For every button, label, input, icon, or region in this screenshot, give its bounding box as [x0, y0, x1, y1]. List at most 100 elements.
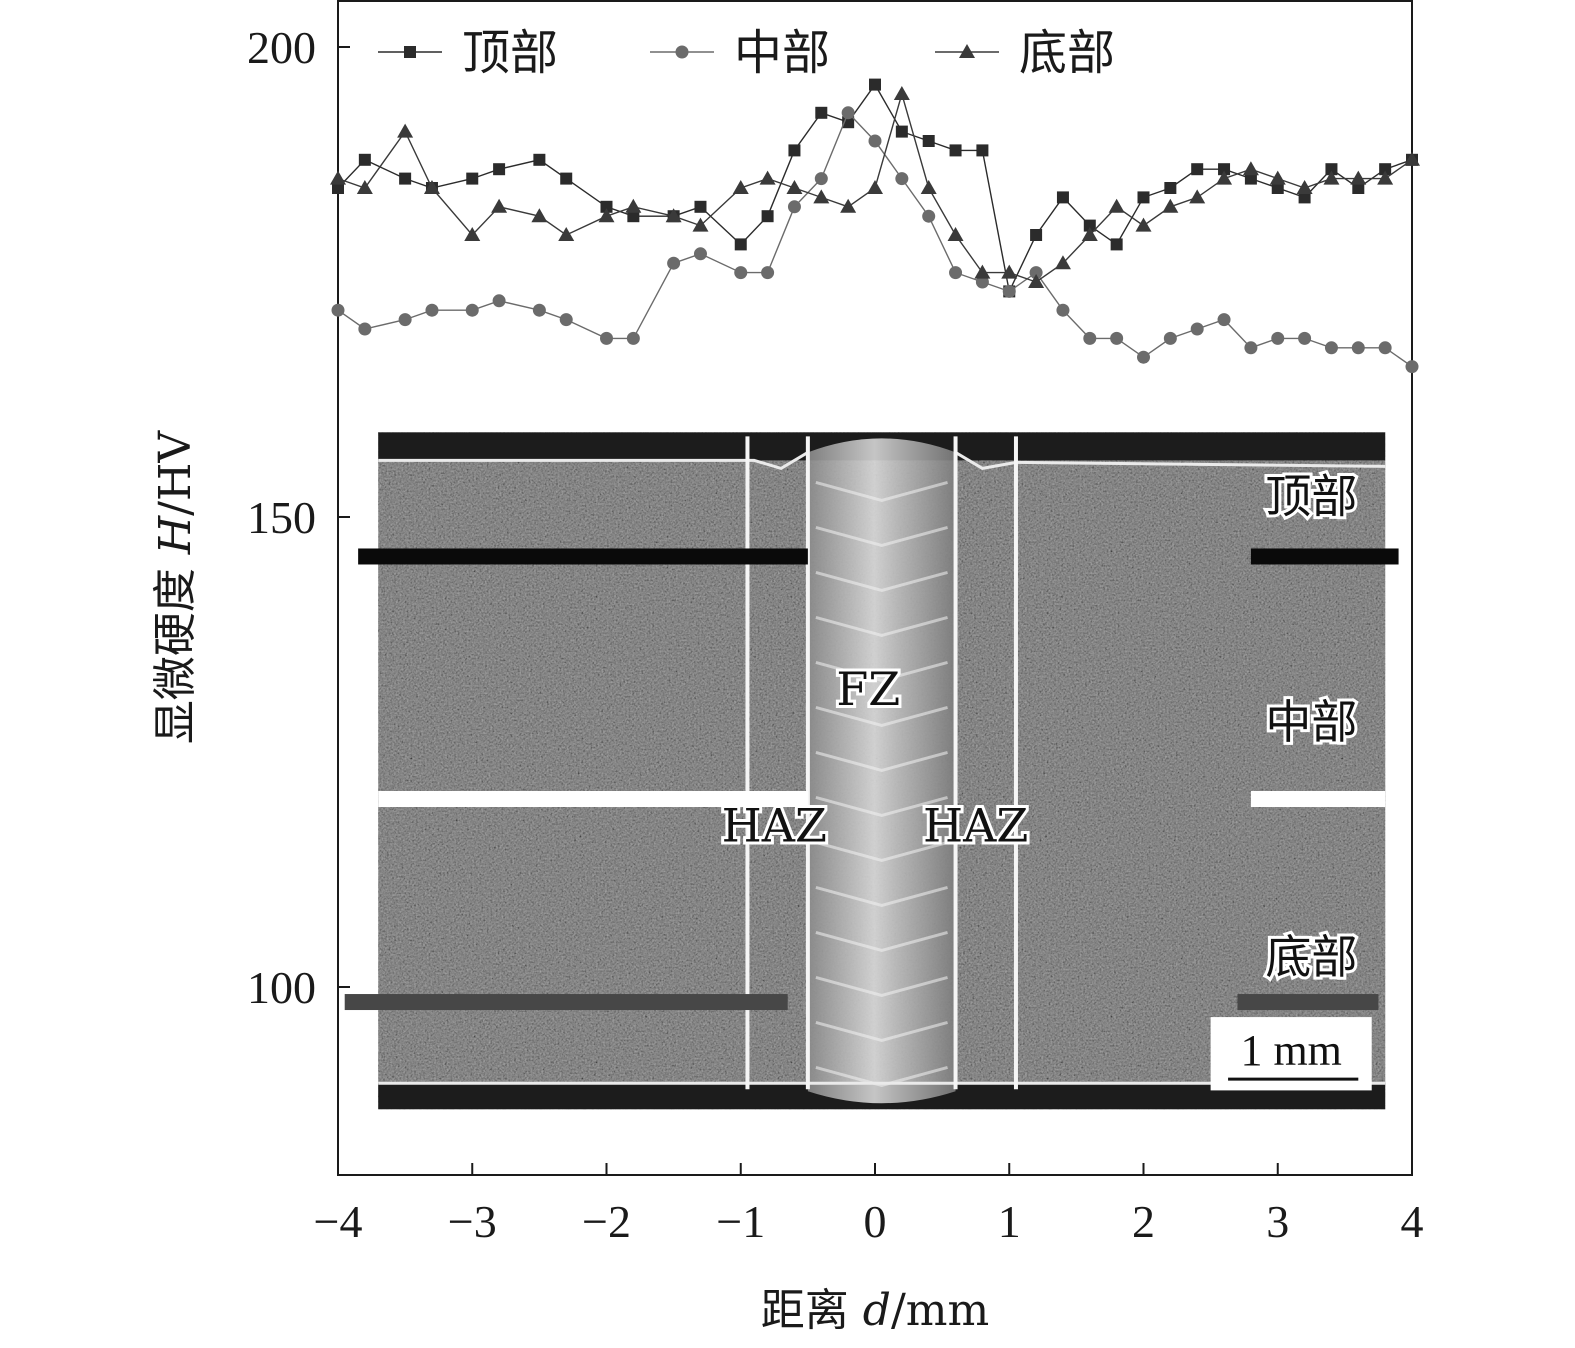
x-tick-label: 3: [1266, 1196, 1289, 1247]
x-tick-label: 1: [998, 1196, 1021, 1247]
data-point: [1269, 170, 1286, 185]
data-point: [492, 294, 506, 308]
data-point: [1030, 229, 1043, 241]
y-axis: 100 150 200: [247, 22, 350, 1013]
data-point: [1191, 163, 1204, 176]
legend-label: 顶部: [462, 25, 558, 81]
data-point: [1404, 151, 1420, 166]
surface-line-left: [378, 451, 809, 471]
data-point: [1352, 182, 1365, 194]
series-triangle: [330, 86, 1420, 288]
data-point: [895, 172, 909, 186]
data-point: [1325, 163, 1338, 176]
data-point: [734, 238, 747, 251]
data-point: [667, 256, 681, 270]
data-point: [1081, 227, 1098, 241]
data-point: [815, 106, 828, 119]
data-point: [761, 266, 775, 280]
data-point: [1377, 170, 1394, 185]
data-point: [895, 125, 908, 138]
surface-line-right: [954, 451, 1386, 470]
data-point: [1218, 163, 1231, 176]
data-point: [734, 266, 748, 280]
fusion-zone-texture: [815, 1020, 948, 1042]
x-tick-label: 4: [1401, 1196, 1424, 1247]
fusion-zone-texture: [815, 480, 948, 502]
data-point: [625, 198, 642, 213]
data-point: [491, 198, 508, 213]
fusion-zone-texture: [815, 885, 948, 907]
data-point: [465, 303, 479, 317]
x-tick-label: −4: [314, 1196, 363, 1247]
middle-indent-path-left: [378, 791, 808, 807]
legend-marker: [959, 44, 975, 58]
data-point: [559, 313, 573, 327]
fusion-zone-texture: [815, 615, 948, 637]
series-line: [337, 111, 1413, 368]
data-point: [397, 123, 414, 138]
data-point: [922, 209, 936, 223]
data-point: [600, 200, 613, 213]
data-point: [841, 106, 855, 120]
x-tick-label: −3: [448, 1196, 497, 1247]
data-point: [1271, 331, 1285, 345]
data-point: [1271, 182, 1284, 194]
data-point: [920, 180, 937, 194]
data-point: [1296, 180, 1313, 194]
x-tick-label: −2: [582, 1196, 631, 1247]
fusion-zone-texture: [815, 570, 948, 592]
data-point: [813, 189, 830, 204]
data-point: [976, 144, 989, 157]
data-point: [1162, 198, 1179, 213]
middle-indent-path-right: [1250, 791, 1386, 807]
y-tick-label: 100: [247, 962, 316, 1013]
data-point: [425, 303, 439, 317]
data-point: [788, 144, 801, 157]
data-point: [600, 331, 613, 345]
data-point: [1108, 198, 1125, 213]
data-point: [732, 180, 749, 194]
x-axis: −4 −3 −2 −1 0 1 2 3 4: [314, 1163, 1424, 1247]
data-point: [947, 227, 964, 241]
data-point: [1163, 331, 1177, 345]
data-point: [466, 172, 479, 185]
scale-bar-label: 1 mm: [1240, 1026, 1341, 1075]
data-point: [868, 134, 882, 148]
x-axis-title: 距离 d/mm: [761, 1285, 989, 1336]
data-point: [1379, 163, 1392, 176]
series-layer: [330, 78, 1420, 374]
data-point: [1135, 217, 1152, 232]
data-point: [558, 227, 575, 241]
legend-item-square: 顶部: [378, 25, 558, 81]
data-point: [1351, 341, 1365, 355]
data-point: [1189, 189, 1206, 204]
fusion-zone-texture: [815, 795, 948, 817]
fusion-zone-texture: [815, 930, 948, 952]
legend-marker: [404, 46, 416, 58]
data-point: [787, 200, 801, 214]
data-point: [1244, 172, 1257, 185]
legend-marker: [675, 45, 689, 59]
fusion-zone-texture: [815, 975, 948, 997]
data-point: [1378, 341, 1392, 355]
data-point: [840, 198, 857, 213]
data-point: [1083, 331, 1097, 345]
data-point: [1216, 170, 1233, 185]
data-point: [1110, 238, 1123, 251]
legend-item-triangle: 底部: [935, 25, 1115, 81]
data-point: [1190, 322, 1204, 336]
top-indent-path-right: [1250, 548, 1399, 565]
data-point: [1028, 274, 1045, 288]
data-point: [358, 322, 372, 336]
fusion-zone-texture: [815, 660, 948, 682]
micrograph-middle-label: 中部: [1265, 695, 1357, 749]
fusion-zone-texture: [815, 750, 948, 772]
data-point: [692, 217, 709, 232]
fusion-zone-texture: [815, 1065, 948, 1087]
bottom-indent-path-right: [1237, 994, 1379, 1011]
data-point: [1323, 170, 1340, 185]
legend-item-circle: 中部: [650, 25, 830, 81]
legend: 顶部 中部 底部: [378, 25, 1115, 81]
